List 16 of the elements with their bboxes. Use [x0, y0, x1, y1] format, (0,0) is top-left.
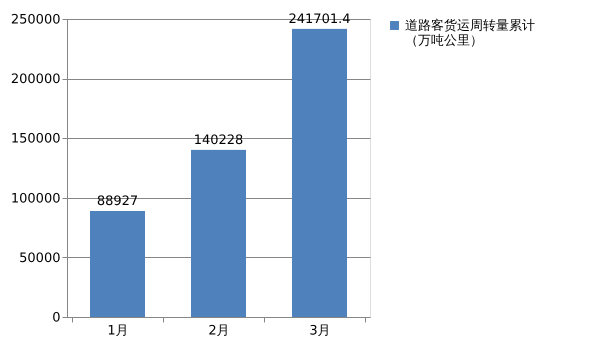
bar — [292, 28, 347, 317]
x-tick-label: 2月 — [208, 324, 230, 338]
y-tick-label: 150000 — [10, 132, 60, 147]
y-tick-label: 250000 — [10, 12, 60, 28]
bar — [191, 150, 246, 317]
legend-label: 道路客货运周转量累计（万吨公里） — [405, 18, 535, 48]
y-tick-label: 50000 — [19, 250, 60, 266]
x-tick-label: 1月 — [107, 324, 129, 338]
x-tick-label: 3月 — [309, 324, 331, 338]
y-tick-label: 100000 — [10, 191, 60, 206]
bar — [90, 211, 145, 317]
y-tick-label: 0 — [52, 310, 60, 326]
data-label: 241701.4 — [288, 12, 351, 27]
y-tick-label: 200000 — [10, 72, 60, 88]
data-label: 88927 — [96, 194, 138, 209]
data-label: 140228 — [194, 132, 244, 148]
